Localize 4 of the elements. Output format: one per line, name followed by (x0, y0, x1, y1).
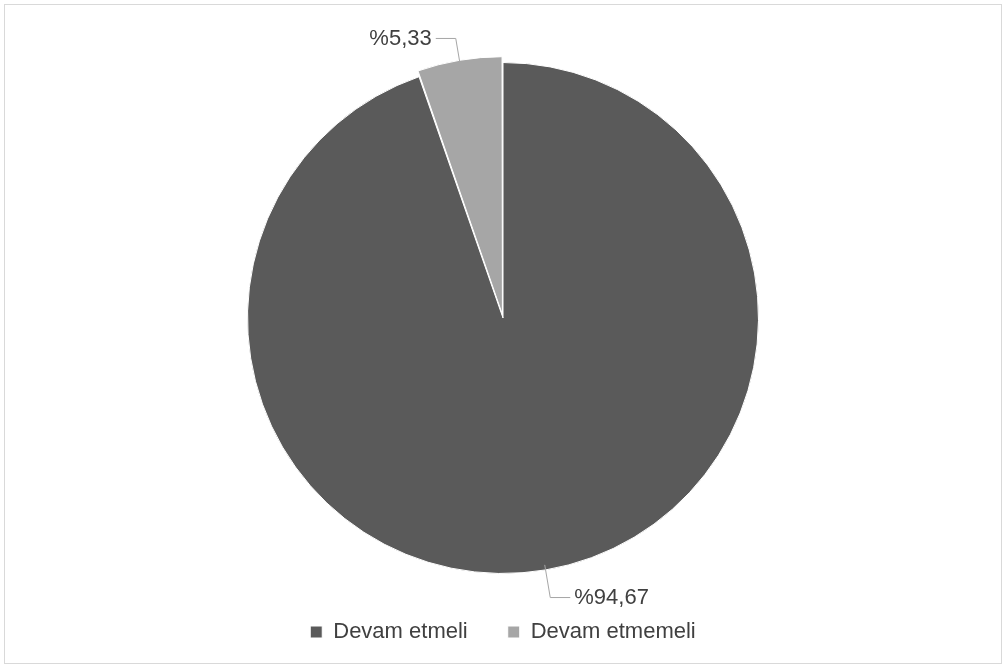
legend-label: Devam etmeli (333, 618, 468, 644)
data-label: %5,33 (369, 24, 432, 50)
data-label: %94,67 (574, 583, 649, 609)
legend-label: Devam etmemeli (530, 618, 696, 644)
